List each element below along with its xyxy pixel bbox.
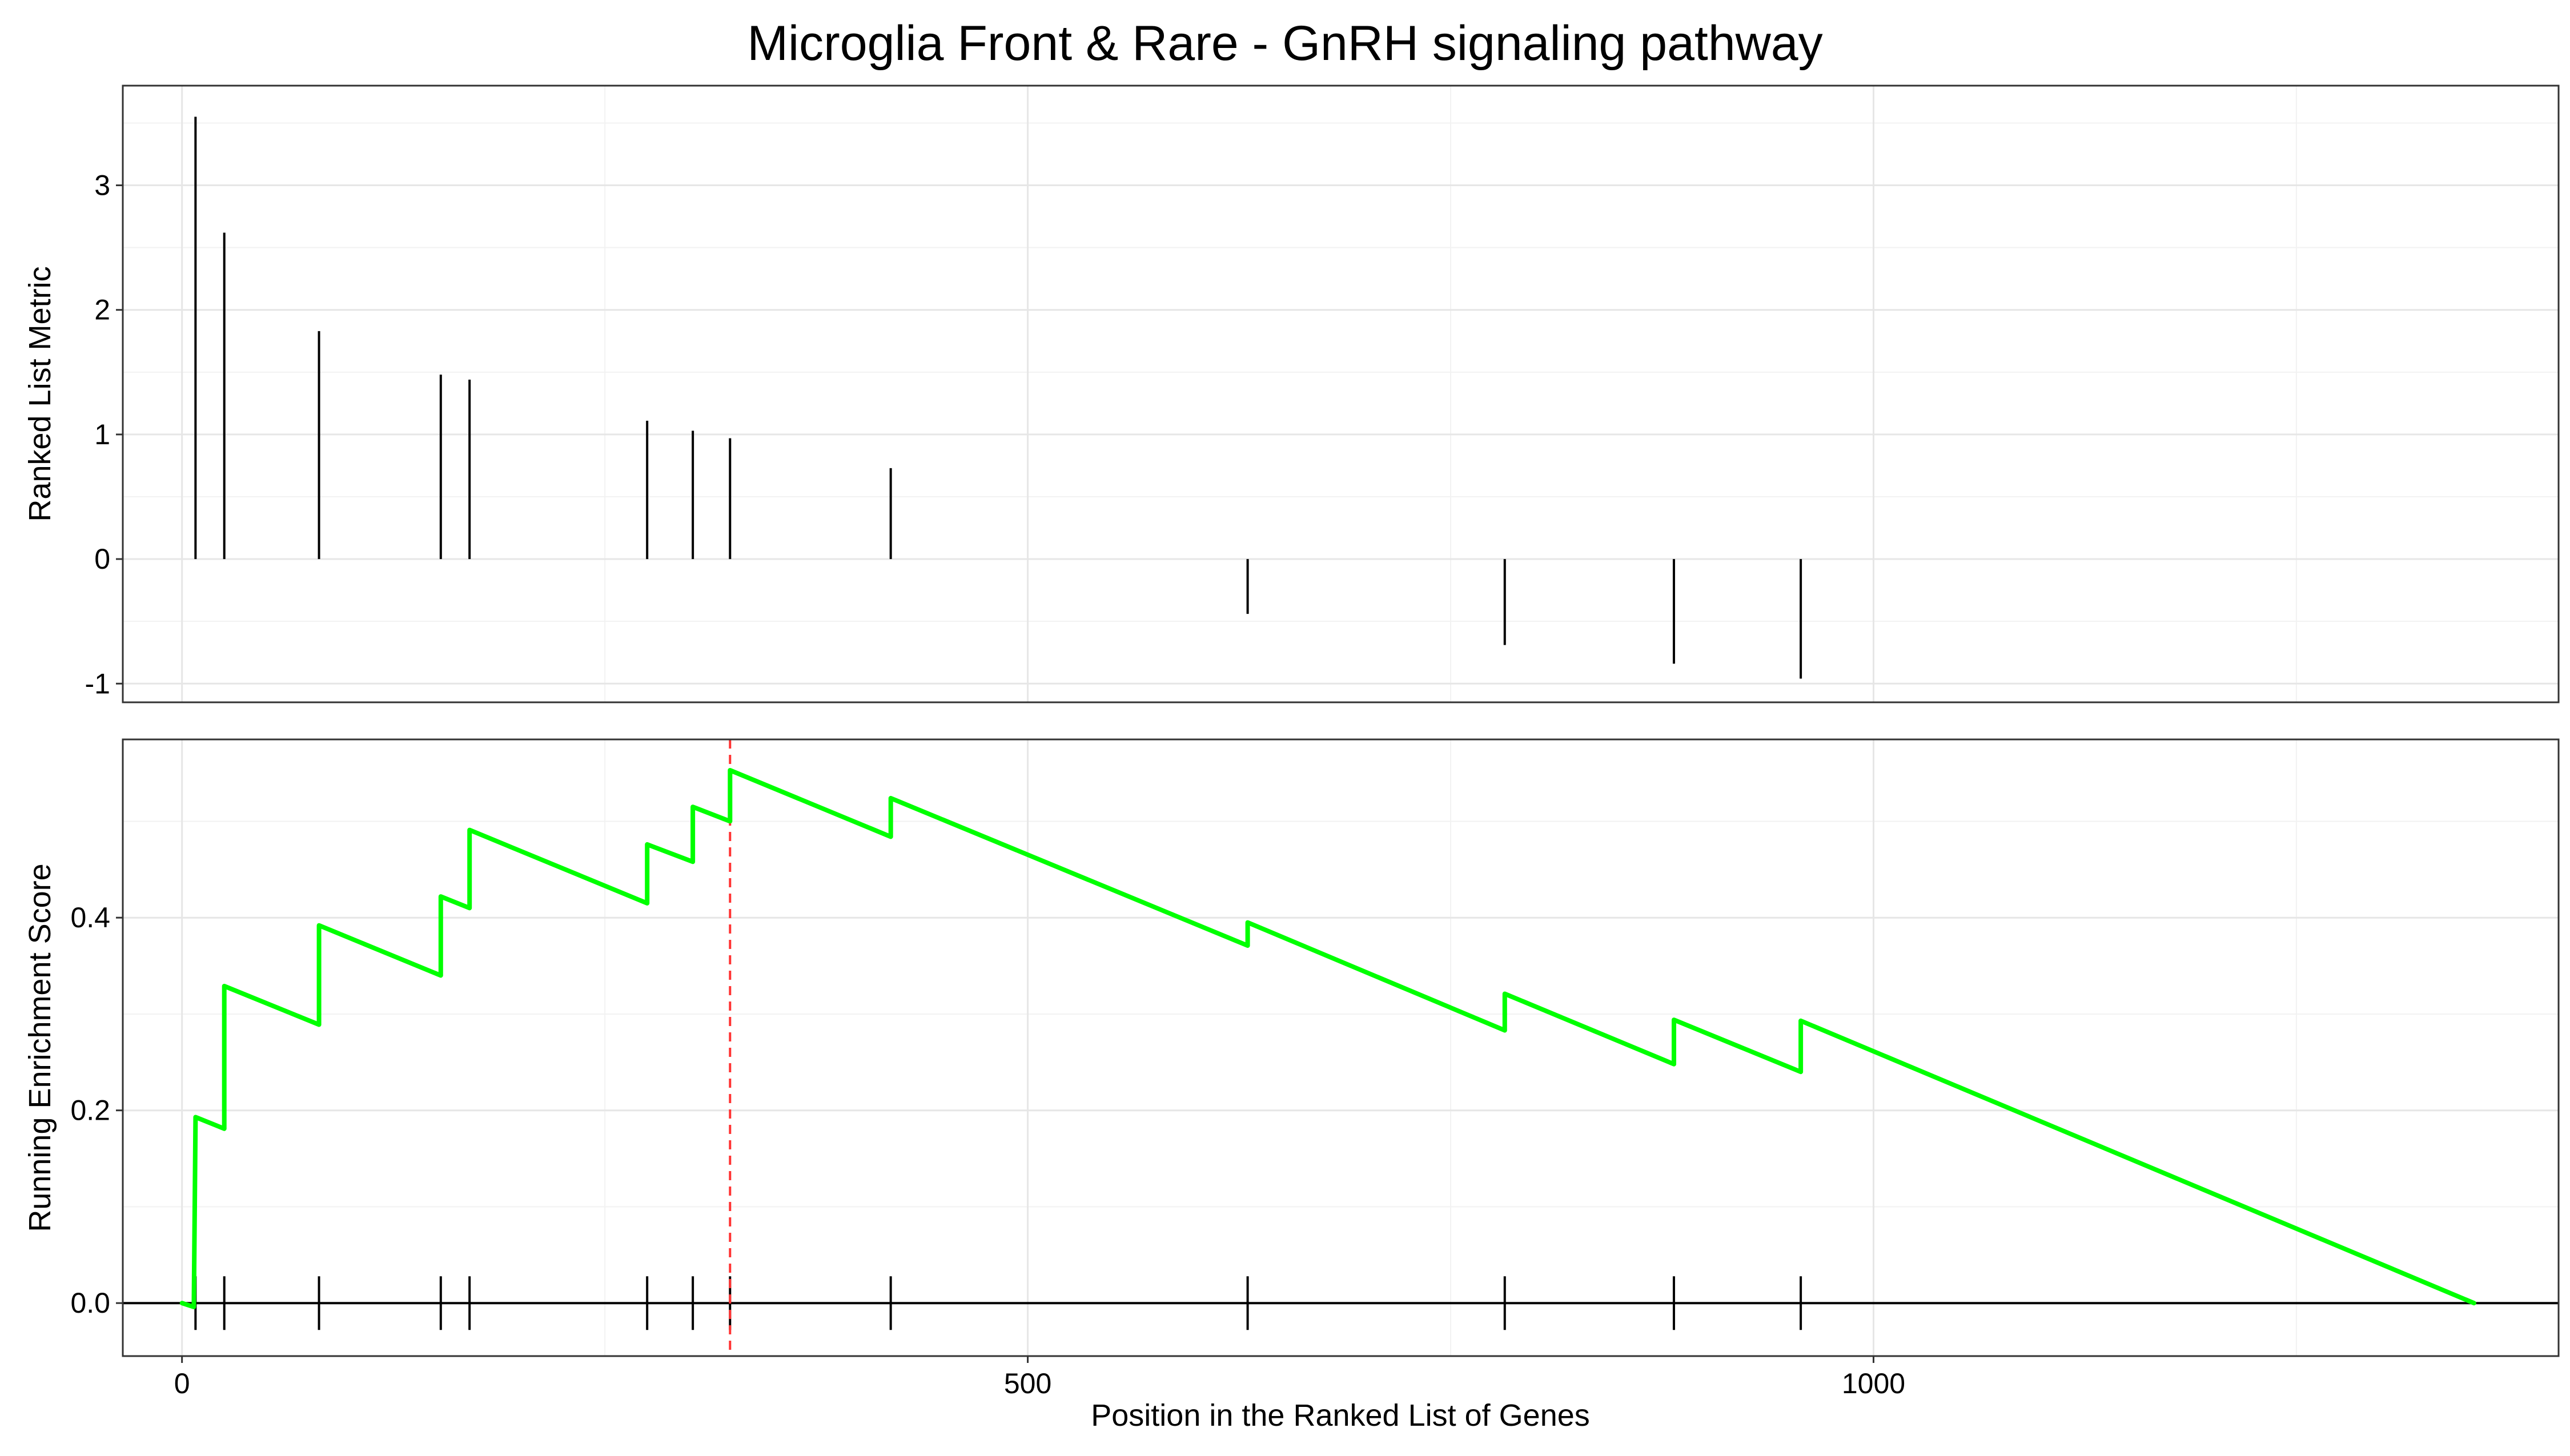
ranked-metric-gridlines [123,86,2559,702]
x-tick-label: 1000 [1842,1367,1905,1399]
ranked-metric-y-ticks: -1 0 1 2 3 [85,170,123,699]
y-tick-label: 0.4 [70,902,110,934]
ranked-metric-panel: -1 0 1 2 3 Ranked List Metric [23,85,2560,703]
y-tick-label: 0.2 [70,1095,110,1127]
enrichment-score-y-axis-title: Running Enrichment Score [23,863,57,1232]
ranked-metric-bars [194,116,1802,679]
y-tick-label: 2 [94,294,110,326]
x-tick-label: 0 [174,1367,190,1399]
enrichment-score-panel-background [123,739,2559,1356]
ranked-metric-panel-background [123,86,2559,702]
y-tick-label: -1 [85,667,110,699]
enrichment-score-marks [123,739,2559,1356]
x-axis-title: Position in the Ranked List of Genes [1091,1398,1590,1433]
running-enrichment-score-line [179,768,2476,1309]
enrichment-score-panel-border [122,738,2560,1357]
enrichment-score-y-ticks: 0.0 0.2 0.4 [70,902,123,1319]
y-tick-label: 3 [94,170,110,202]
ranked-metric-panel-border [122,85,2560,703]
x-tick-label: 500 [1004,1367,1051,1399]
y-tick-label: 0 [94,543,110,575]
enrichment-score-panel: 0.0 0.2 0.4 0 500 1000 Running Enrichment Sc… [23,738,2560,1433]
position-x-ticks: 0 500 1000 [174,1356,1905,1399]
y-tick-label: 1 [94,419,110,451]
ranked-metric-y-axis-title: Ranked List Metric [23,266,57,521]
y-tick-label: 0.0 [70,1287,110,1319]
chart-title: Microglia Front & Rare - GnRH signaling … [747,16,1822,71]
